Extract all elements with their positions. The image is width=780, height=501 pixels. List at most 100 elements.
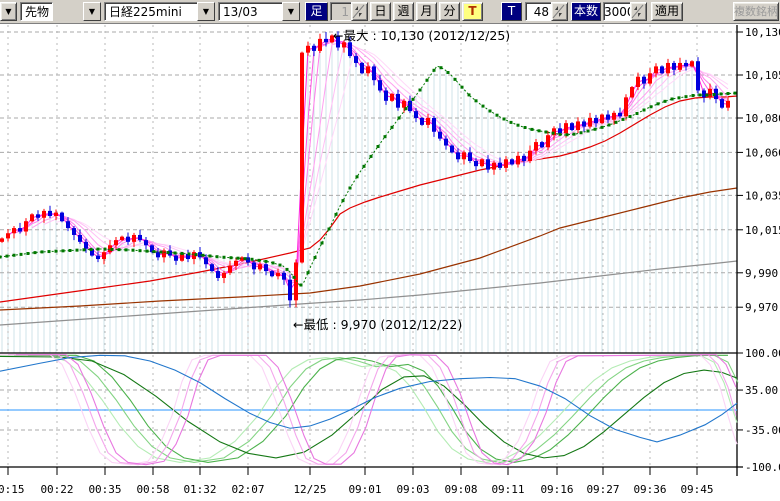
spinner-diagonal-icon[interactable] [551,2,568,21]
green-ma-marker [208,254,212,258]
green-ma-marker [243,257,247,261]
y-axis-label: 10,035 [745,189,780,202]
green-ma-marker [621,117,625,121]
candle-body [654,66,658,74]
candle-body [396,93,400,108]
green-ma-marker [341,199,345,203]
candle-body [690,61,694,67]
contract-combo-value[interactable]: 13/03 [218,2,284,21]
candle-body [0,238,4,242]
candle-body [360,62,364,74]
green-ma-marker [474,99,478,103]
candle-body [210,264,214,272]
green-ma-marker [68,249,72,252]
y-axis-label: 9,970 [745,301,778,314]
green-ma-marker [481,104,485,108]
green-ma-marker [677,96,681,100]
candle-body [312,45,316,51]
green-ma-marker [600,125,604,129]
market-combo[interactable]: 先物 ▼ [20,2,101,21]
candle-body [414,111,418,118]
count-spinner[interactable]: 3000 [603,2,647,21]
market-combo-value[interactable]: 先物 [20,2,54,21]
t-toggle-button[interactable]: T [501,2,522,21]
green-ma-marker [537,129,541,133]
candle-body [24,221,28,232]
bars-value[interactable]: 48 [525,2,553,21]
green-ma-marker [103,247,107,251]
interval-spinner[interactable]: 1 [330,2,368,21]
y-axis-label: 10,060 [745,146,780,159]
candle-body [66,221,70,229]
green-ma-marker [670,97,674,101]
apply-button[interactable]: 適用 [651,2,683,21]
candle-body [450,145,454,153]
candle-body [660,66,664,74]
x-axis-label: 02:07 [231,483,264,496]
candle-body [432,118,436,132]
multi-symbol-button[interactable]: 複数銘柄 [733,2,779,21]
candle-body [612,112,616,120]
green-ma-marker [320,241,324,245]
green-ma-marker [194,253,198,257]
monthly-button[interactable]: 月 [416,2,437,21]
green-ma-marker [733,91,737,95]
candle-body [126,236,130,242]
chevron-down-icon[interactable]: ▼ [197,2,215,21]
ashi-bar-type-button[interactable]: 足 [305,2,328,21]
candle-body [492,162,496,170]
candle-body [600,114,604,124]
green-ma-marker [201,253,205,257]
daily-button[interactable]: 日 [370,2,391,21]
green-ma-marker [75,248,79,252]
green-ma-marker [299,283,303,287]
candle-body [444,138,448,146]
green-ma-marker [691,94,695,97]
green-ma-marker [593,127,597,131]
candle-body [102,252,106,260]
candle-body [708,88,712,98]
green-ma-marker [530,127,534,131]
spinner-diagonal-icon[interactable] [351,2,368,21]
spinner-diagonal-icon[interactable] [630,2,647,21]
green-ma-marker [726,92,730,96]
symbol-combo[interactable]: 日経225mini ▼ [104,2,215,21]
green-ma-marker [698,93,702,97]
green-ma-marker [96,247,100,251]
green-ma-marker [411,97,415,101]
green-ma-marker [250,257,254,261]
max-price-annotation: ←最大 : 10,130 (2012/12/25) [333,28,510,43]
candle-body [594,118,598,124]
left-stub-dropdown-button[interactable]: ▼ [0,2,17,21]
green-ma-marker [264,259,268,263]
candle-body [372,66,376,81]
candle-body [42,210,46,218]
green-ma-marker [397,116,401,120]
candle-body [348,42,352,57]
green-ma-marker [488,109,492,113]
green-ma-marker [712,93,716,96]
symbol-combo-value[interactable]: 日経225mini [104,2,199,21]
green-ma-marker [509,120,513,124]
candle-body [498,162,502,168]
green-ma-marker [439,66,443,70]
chevron-down-icon[interactable]: ▼ [282,2,300,21]
x-axis-label: 00:22 [40,483,73,496]
rci-green-2-line [14,354,739,463]
honsu-count-label-button[interactable]: 本数 [571,2,601,21]
chevron-down-icon[interactable]: ▼ [83,2,101,21]
candle-body [174,255,178,261]
weekly-button[interactable]: 週 [393,2,414,21]
tick-button[interactable]: T [462,2,483,21]
green-ma-marker [327,227,331,231]
candle-body [378,80,382,91]
candle-body [216,271,220,278]
minute-button[interactable]: 分 [439,2,460,21]
candle-body [324,38,328,43]
contract-month-combo[interactable]: 13/03 ▼ [218,2,300,21]
candle-body [456,152,460,160]
bars-spinner[interactable]: 48 [525,2,568,21]
candle-body [60,212,64,222]
green-ma-marker [33,251,37,255]
candle-body [222,272,226,278]
